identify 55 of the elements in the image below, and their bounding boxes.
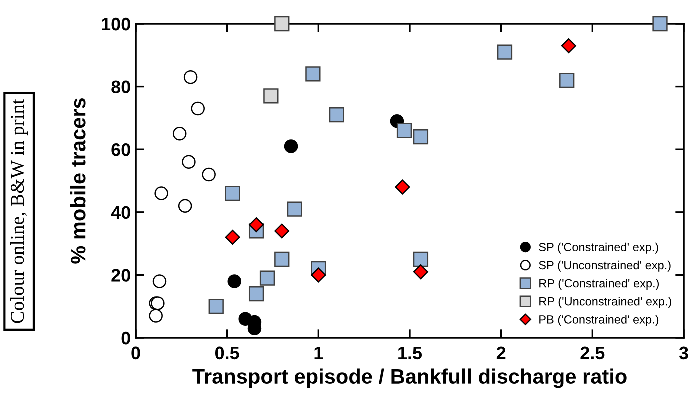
point	[184, 70, 198, 84]
point	[152, 274, 167, 288]
point	[178, 199, 192, 213]
point	[560, 72, 575, 88]
point	[395, 180, 410, 195]
y-tick-label: 60	[112, 144, 130, 156]
point	[396, 123, 412, 138]
x-axis-title: Transport episode / Bankfull discharge ratio	[192, 368, 627, 388]
point	[225, 230, 240, 246]
point	[287, 202, 302, 217]
point	[264, 88, 279, 104]
legend-label: SP ('Unconstrained' exp.)	[539, 260, 671, 272]
point	[274, 252, 290, 268]
point	[202, 168, 216, 182]
legend-label: RP ('Unconstrained' exp.)	[540, 297, 672, 308]
y-tick-label: 100	[102, 18, 130, 31]
x-tick-label: 2	[496, 346, 506, 360]
x-tick-label: 2.5	[580, 346, 605, 360]
point	[191, 102, 205, 116]
y-axis-title: % mobile tracers	[70, 98, 86, 264]
legend-label: SP ('Constrained' exp.)	[539, 242, 658, 254]
point	[306, 66, 321, 82]
point	[182, 155, 196, 170]
point	[311, 268, 326, 283]
x-tick-label: 1	[314, 346, 324, 360]
point	[652, 16, 668, 32]
y-tick-label: 80	[112, 80, 130, 94]
point	[225, 186, 240, 202]
point	[228, 274, 242, 288]
point	[413, 264, 428, 280]
point	[248, 286, 264, 302]
point	[149, 309, 163, 323]
point	[172, 127, 187, 141]
text: Colour online, B&W in print	[10, 99, 28, 324]
point	[329, 107, 345, 123]
x-tick-label: 0	[132, 346, 140, 360]
x-tick-label: 1.5	[398, 346, 422, 360]
point	[260, 270, 276, 286]
y-tick-label: 20	[112, 269, 130, 282]
legend-label: PB ('Constrained' exp.)	[540, 315, 659, 326]
point	[274, 16, 290, 32]
point	[249, 217, 264, 232]
point	[284, 140, 298, 154]
point	[274, 224, 290, 239]
y-tick-label: 40	[111, 206, 130, 220]
point	[413, 129, 429, 145]
point	[413, 252, 429, 268]
point	[154, 186, 168, 200]
x-tick-label: 3	[679, 346, 688, 360]
point	[208, 299, 224, 314]
x-tick-label: 0.5	[216, 346, 240, 360]
y-tick-label: 0	[122, 332, 130, 345]
point	[561, 38, 576, 54]
legend-label: RP ('Constrained' exp.)	[540, 279, 659, 290]
point	[497, 44, 513, 60]
